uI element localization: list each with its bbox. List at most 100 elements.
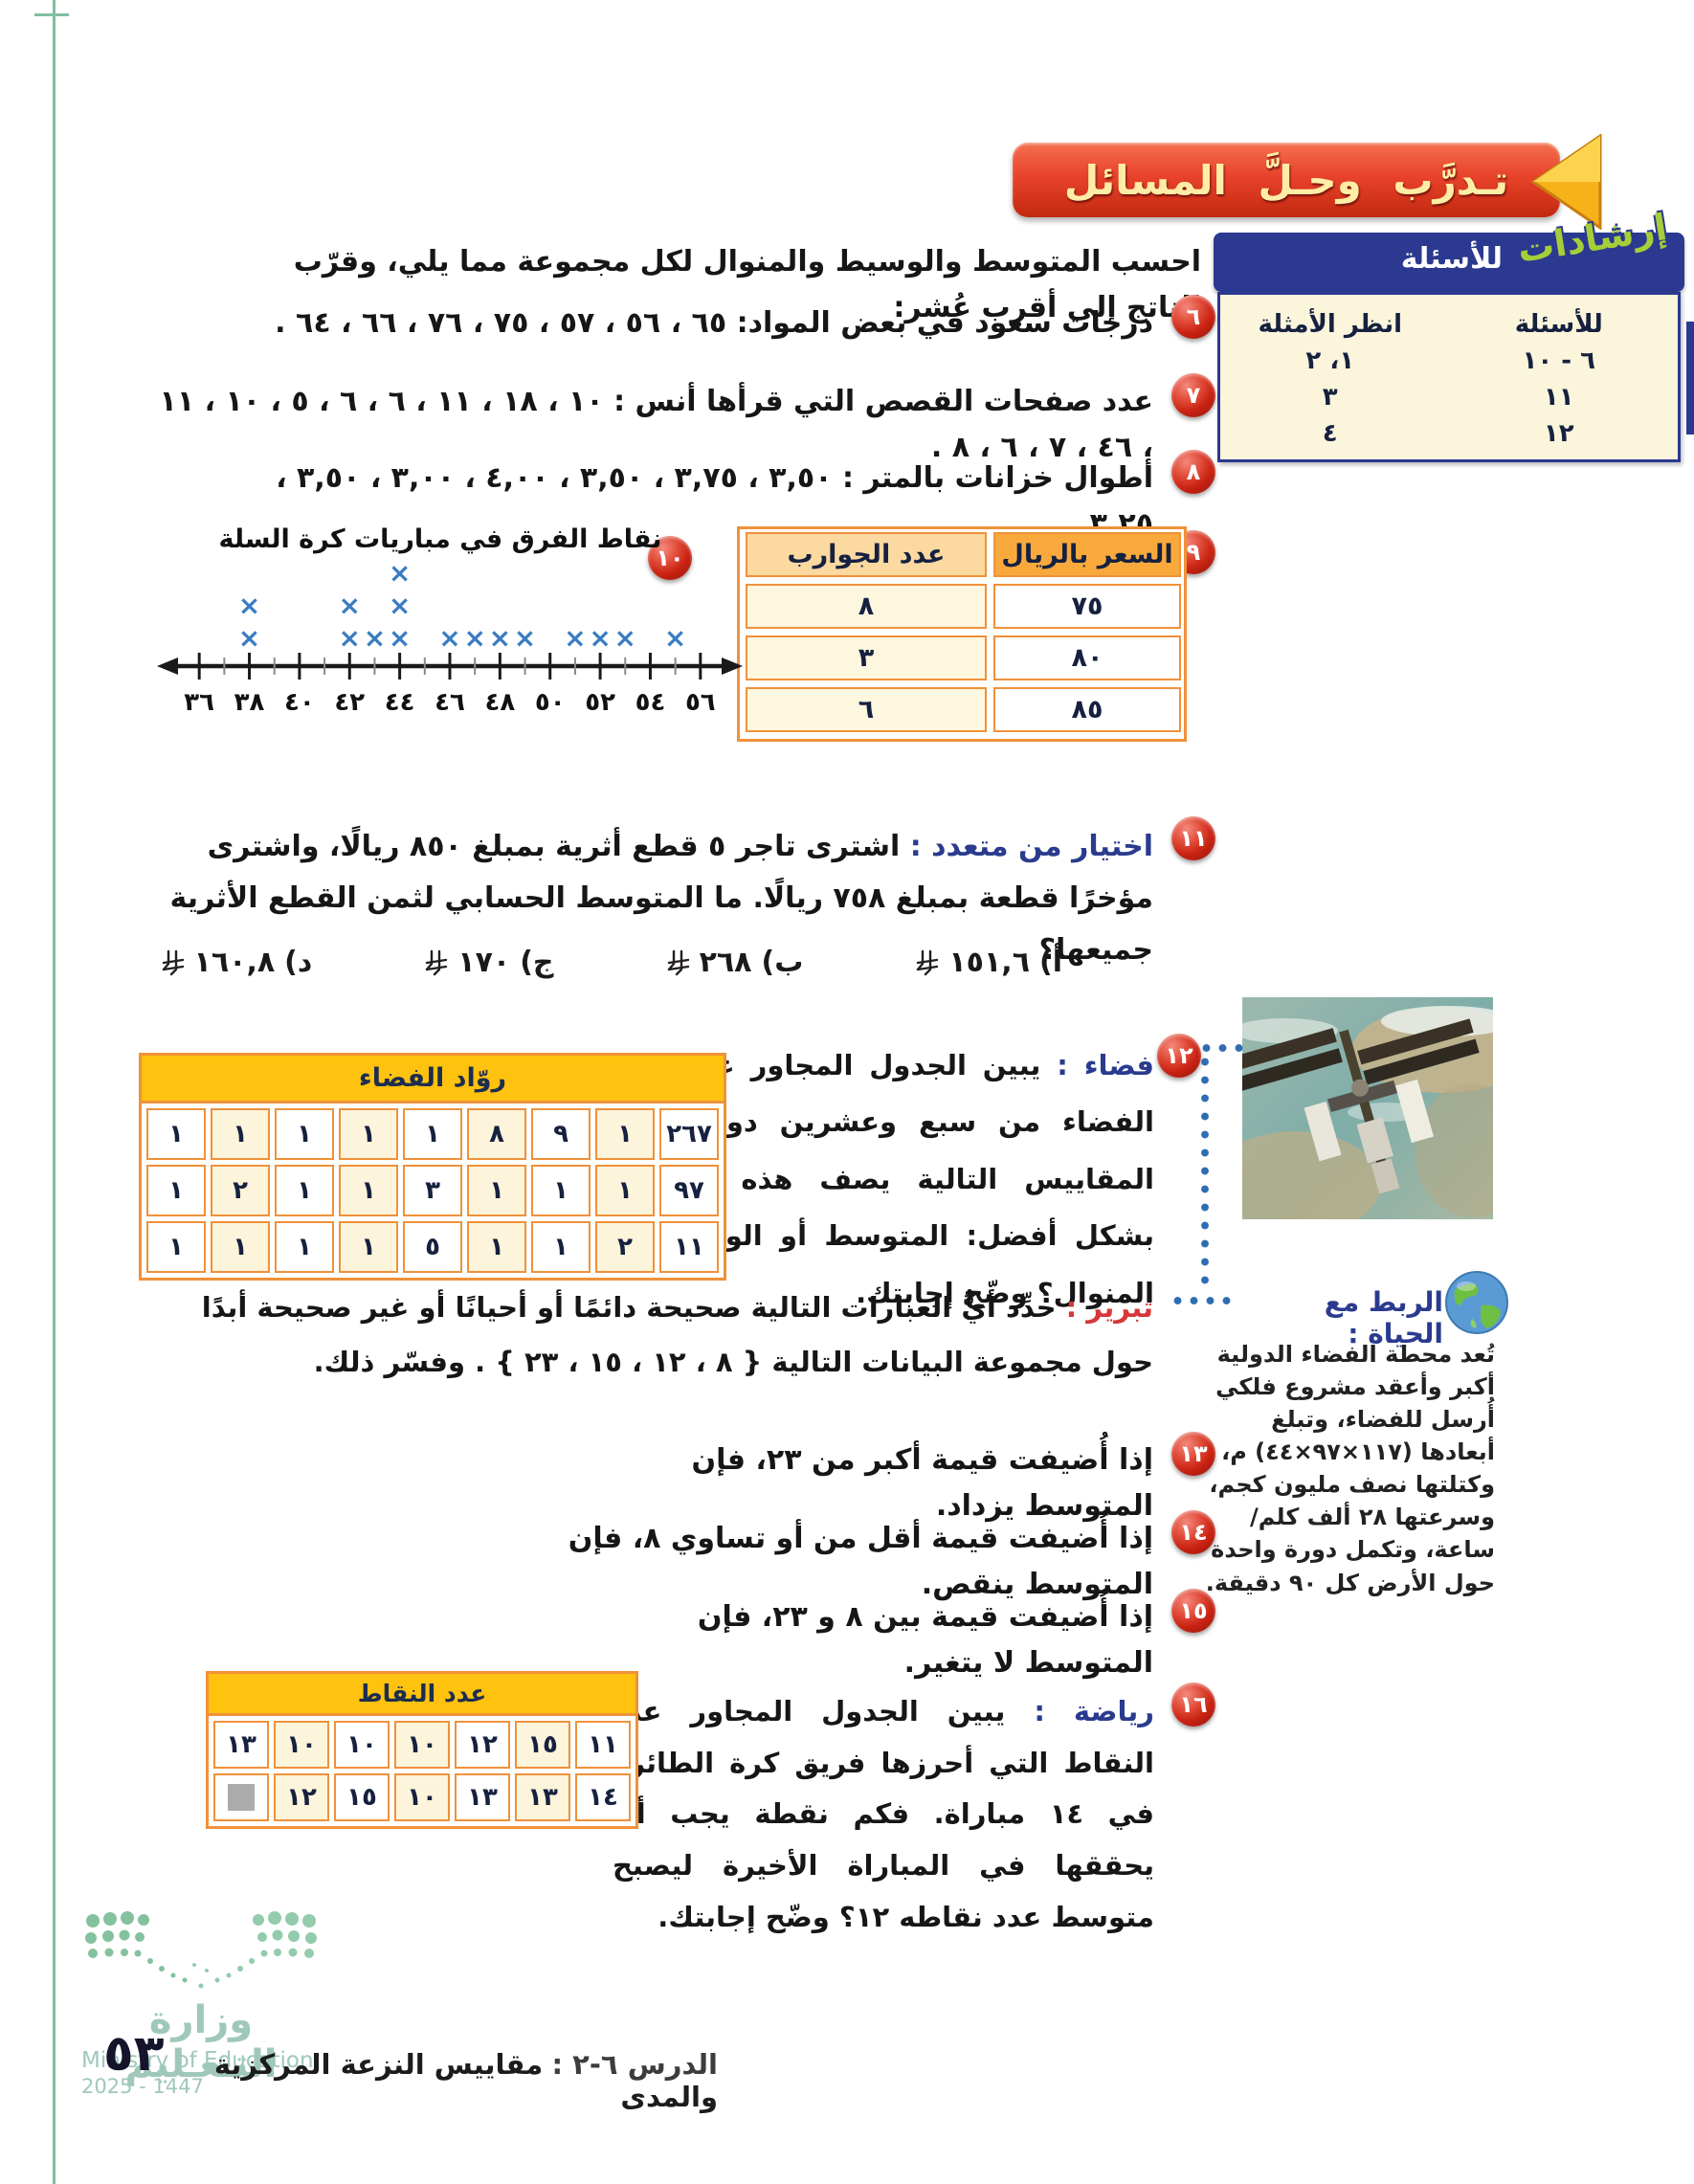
section-banner: تـدرَّب وحـلَّ المسائل: [1013, 143, 1560, 217]
dot-plot-title: نقاط الفرق في مباريات كرة السلة: [218, 524, 662, 554]
data-mark: ×: [564, 622, 586, 654]
table-cell: ١٣: [515, 1773, 570, 1821]
table-cell: ١٣: [213, 1721, 269, 1769]
question-16-body: يبين الجدول المجاور عدد النقاط التي أحرز…: [613, 1695, 1154, 1933]
data-mark: ×: [238, 590, 260, 621]
hints-row: ٦ - ١٠ ١، ٢: [1220, 343, 1678, 379]
axis-tick-label: ٣٦: [184, 688, 214, 717]
table-cell: ٦: [746, 687, 987, 732]
table-cell: ١: [595, 1165, 655, 1216]
data-mark: ×: [389, 622, 411, 654]
table-cell: ٩: [531, 1108, 591, 1160]
table-cell: ٢: [211, 1165, 270, 1216]
table-cell: ٨٠: [993, 635, 1181, 680]
hints-cell: ٦ - ١٠: [1522, 346, 1595, 375]
table-row: ٧٥ ٨: [743, 584, 1181, 629]
table-cell: ١: [275, 1165, 334, 1216]
table-cell: ١: [339, 1221, 398, 1273]
question-11-label: اختيار من متعدد :: [909, 830, 1153, 863]
question-number: ١١: [1179, 825, 1208, 852]
hints-cell: ٤: [1322, 419, 1338, 448]
question-8-text: أطوال خزانات بالمتر : ٣,٥٠ ، ٣,٧٥ ، ٣,٥٠…: [276, 461, 1153, 541]
question-badge-10: ١٠: [648, 536, 692, 580]
socks-price-table: السعر بالريال عدد الجوارب ٧٥ ٨ ٨٠ ٣ ٨٥ ٦: [737, 526, 1187, 742]
dotted-connector-horizontal: [1198, 1041, 1246, 1055]
table-cell: ١: [146, 1108, 206, 1160]
table-cell: ١٥: [515, 1721, 570, 1769]
table-cell: ١٥: [334, 1773, 390, 1821]
edition-year: 2025 - 1447: [81, 2075, 204, 2098]
axis-tick-label: ٤٢: [334, 688, 365, 717]
table-header-row: السعر بالريال عدد الجوارب: [743, 532, 1181, 577]
table-cell: ١٠: [394, 1773, 450, 1821]
axis-tick-label: ٥٤: [635, 688, 666, 717]
hints-rows: ٦ - ١٠ ١، ٢ ١١ ٣ ١٢ ٤: [1220, 343, 1678, 452]
choice-key: د): [284, 946, 313, 979]
socks-column-header: عدد الجوارب: [746, 532, 987, 577]
table-cell: ١٠: [274, 1721, 329, 1769]
axis-tick-label: ٥٢: [585, 688, 615, 717]
question-7-text: عدد صفحات القصص التي قرأها أنس : ١٠ ، ١٨…: [159, 385, 1153, 464]
choice-key: ج): [520, 946, 554, 979]
table-body: ٧٥ ٨ ٨٠ ٣ ٨٥ ٦: [743, 584, 1181, 732]
life-link-title: الربط مع الحياة :: [1324, 1286, 1443, 1349]
riyal-symbol-icon: [426, 949, 448, 975]
riyal-symbol-icon: [667, 949, 689, 975]
question-badge-7: ٧: [1171, 373, 1215, 417]
question-badge-8: ٨: [1171, 450, 1215, 494]
life-link-title-dots: [1170, 1294, 1238, 1307]
hints-row: ١٢ ٤: [1220, 415, 1678, 452]
ministry-name-arabic: وزارة التـعـليم: [124, 1998, 278, 2086]
points-table-grid: ١١ ١٥ ١٢ ١٠ ١٠ ١٠ ١٣ ١٤ ١٣ ١٣ ١٠ ١٥ ١٢: [209, 1716, 635, 1826]
answer-choice: د) ١٦٠,٨: [162, 946, 313, 979]
axis-tick-label: ٤٤: [385, 688, 415, 717]
question-number: ١٤: [1179, 1519, 1208, 1546]
table-cell: ٨٥: [993, 687, 1181, 732]
axis-tick-label: ٤٠: [284, 688, 315, 717]
question-14-text: إذا أُضيفت قيمة أقل من أو تساوي ٨، فإن ا…: [568, 1522, 1153, 1601]
choice-value: ٢٦٨: [699, 946, 752, 979]
question-6-text: درجات سعود في بعض المواد: ٦٥ ، ٥٦ ، ٥٧ ،…: [275, 306, 1153, 340]
table-cell: ٧٥: [993, 584, 1181, 629]
answer-choice: ب) ٢٦٨: [667, 946, 804, 979]
table-cell: ٣: [746, 635, 987, 680]
hints-cell: ١٢: [1543, 419, 1574, 448]
astronauts-table-title: روّاد الفضاء: [142, 1056, 724, 1103]
dot-plot: ٣٦ ٣٨ ٤٠ ٤٢ ٤٤ ٤٦ ٤٨ ٥٠ ٥٢ ٥٤ ٥٦××××× ×××× × × × × × × ×: [157, 559, 743, 717]
table-cell: ٢٦٧: [659, 1108, 719, 1160]
points-table-title: عدد النقاط: [209, 1674, 635, 1716]
choice-key: ب): [761, 946, 804, 979]
data-mark: ×: [238, 622, 260, 654]
table-cell: ١٠: [334, 1721, 390, 1769]
question-badge-12: ١٢: [1157, 1034, 1201, 1078]
table-cell: ٩٧: [659, 1165, 719, 1216]
table-cell: ١: [595, 1108, 655, 1160]
choice-key: أ): [1039, 946, 1062, 979]
iss-photo: [1242, 997, 1493, 1219]
intro-instruction: احسب المتوسط والوسيط والمنوال لكل مجموعة…: [293, 245, 1201, 324]
data-mark: ×: [664, 622, 686, 654]
axis-tick-label: ٤٨: [484, 688, 515, 717]
table-cell: ١٣: [455, 1773, 510, 1821]
hints-title: للأسئلة: [1400, 242, 1503, 276]
table-cell: ١٢: [274, 1773, 329, 1821]
reasoning-label: تبرير :: [1065, 1291, 1153, 1324]
axis-tick-label: ٣٨: [234, 688, 265, 717]
question-number: ٧: [1186, 382, 1201, 409]
ministry-logo-icon: [85, 1911, 317, 1989]
riyal-symbol-icon: [917, 949, 939, 975]
question-badge-16: ١٦: [1171, 1683, 1215, 1727]
choice-value: ١٥١,٦: [948, 946, 1030, 979]
iss-photo-graphic: [1242, 997, 1493, 1219]
banner-arrow-icon: [1530, 134, 1602, 230]
data-mark: ×: [463, 622, 485, 654]
table-cell: ١٤: [575, 1773, 631, 1821]
question-number: ١٢: [1165, 1042, 1193, 1069]
table-cell: ١١: [659, 1221, 719, 1273]
data-mark: ×: [438, 622, 460, 654]
life-link-paragraph: تُعد محطة الفضاء الدولية أكبر وأعقد مشرو…: [1205, 1341, 1495, 1596]
table-cell: ١: [403, 1108, 462, 1160]
question-badge-15: ١٥: [1171, 1589, 1215, 1633]
reasoning-text: تبرير : حدِّد أيُّ العبارات التالية صحيح…: [158, 1281, 1153, 1389]
table-cell: ٢: [595, 1221, 655, 1273]
